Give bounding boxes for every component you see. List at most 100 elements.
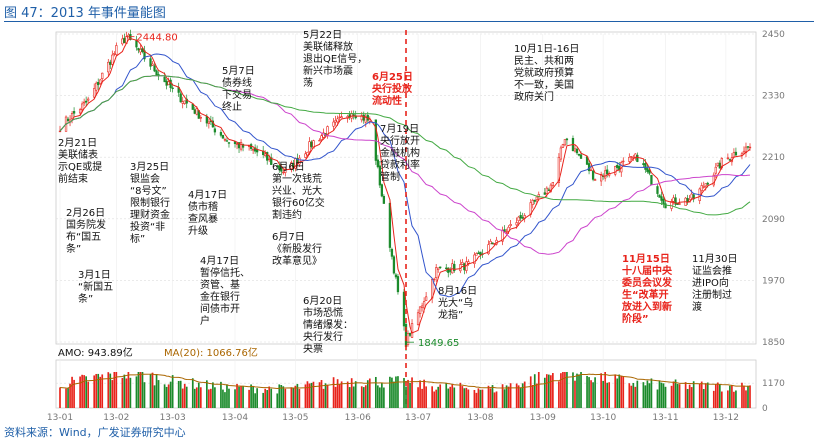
volume-bar-32: [152, 373, 154, 408]
y-tick-label-2: 2210: [762, 153, 785, 163]
annotation-ann-aug16: 8月16日 光大“乌 龙指”: [438, 286, 477, 322]
volume-bar-234: [719, 384, 721, 408]
volume-bar-44: [184, 384, 186, 408]
volume-bar-39: [170, 382, 172, 408]
volume-bar-129: [423, 380, 425, 408]
candle-body-184: [578, 154, 580, 155]
volume-bar-197: [616, 379, 618, 408]
candle-body-152: [490, 241, 492, 244]
volume-bar-21: [122, 378, 124, 408]
volume-bar-135: [439, 384, 441, 408]
volume-bar-139: [451, 384, 453, 408]
candle-body-15: [101, 73, 103, 79]
candle-body-115: [383, 196, 385, 203]
candle-body-215: [665, 204, 667, 208]
candle-body-33: [154, 66, 156, 71]
volume-bar-51: [206, 380, 208, 408]
candle-body-9: [85, 101, 87, 102]
candle-body-133: [435, 268, 437, 278]
x-tick-label-1: 13-02: [103, 413, 129, 423]
candle-body-135: [439, 267, 441, 268]
volume-bar-195: [608, 382, 610, 408]
volume-bar-242: [743, 386, 745, 408]
candle-body-132: [433, 279, 435, 280]
candle-body-86: [305, 154, 307, 158]
candle-body-128: [421, 306, 423, 308]
volume-bar-143: [464, 388, 466, 408]
volume-bar-223: [689, 385, 691, 408]
volume-bar-161: [516, 384, 518, 408]
candle-body-58: [224, 139, 226, 140]
candle-body-117: [391, 249, 393, 256]
candle-body-193: [604, 171, 606, 178]
candle-body-194: [606, 170, 608, 174]
candle-body-214: [663, 199, 665, 204]
volume-bar-225: [693, 381, 695, 408]
candle-body-222: [687, 198, 689, 201]
volume-bar-59: [226, 384, 228, 408]
volume-bar-165: [524, 382, 526, 408]
candle-body-229: [705, 184, 707, 186]
candle-body-21: [122, 39, 124, 44]
volume-bar-46: [192, 378, 194, 408]
volume-bar-151: [488, 386, 490, 408]
volume-bar-85: [299, 389, 301, 408]
candle-body-32: [152, 64, 154, 65]
volume-bar-108: [365, 385, 367, 408]
volume-bar-100: [341, 381, 343, 408]
volume-bar-237: [729, 386, 731, 408]
volume-bar-52: [208, 389, 210, 408]
volume-bar-50: [200, 387, 202, 408]
x-tick-label-9: 13-10: [590, 413, 616, 423]
source-note: 资料来源：Wind，广发证券研究中心: [4, 424, 186, 440]
volume-bar-97: [335, 387, 337, 408]
amo-tick-label-1: 0: [762, 404, 768, 414]
volume-bar-184: [578, 374, 580, 408]
volume-bar-65: [242, 386, 244, 408]
candle-body-237: [729, 159, 731, 160]
candle-body-64: [240, 142, 242, 149]
volume-bar-230: [707, 383, 709, 408]
volume-bar-138: [449, 387, 451, 408]
volume-bar-115: [383, 387, 385, 408]
candle-body-121: [403, 292, 405, 326]
annotation-ann-nov30: 11月30日 证监会推 进IPO向 注册制过 渡: [692, 254, 737, 314]
candle-body-180: [566, 139, 568, 140]
candle-body-211: [657, 187, 659, 194]
y-tick-label-0: 2450: [762, 30, 785, 40]
volume-bar-80: [284, 389, 286, 408]
volume-bar-4: [71, 377, 73, 408]
volume-bar-61: [234, 389, 236, 408]
candle-body-153: [492, 243, 494, 244]
volume-ma-line: [60, 374, 750, 389]
volume-bar-147: [476, 393, 478, 408]
volume-bar-132: [433, 392, 435, 408]
volume-bar-178: [562, 372, 564, 408]
candle-body-127: [419, 307, 421, 314]
volume-bar-213: [661, 383, 663, 408]
candle-body-97: [335, 120, 337, 122]
volume-bar-222: [687, 389, 689, 408]
volume-bar-168: [534, 374, 536, 408]
volume-bar-56: [220, 382, 222, 408]
candle-body-19: [113, 53, 115, 54]
candle-body-183: [576, 149, 578, 153]
low-label: 1849.65: [418, 338, 459, 349]
annotation-ann-feb21: 2月21日 美联储表 示QE或提 前结束: [58, 138, 102, 186]
volume-bar-55: [214, 387, 216, 408]
candle-body-31: [150, 59, 152, 67]
candle-body-98: [337, 119, 339, 122]
candle-body-148: [478, 253, 480, 254]
volume-bar-152: [490, 388, 492, 408]
volume-bar-240: [735, 390, 737, 408]
candle-body-178: [562, 145, 564, 148]
volume-bar-228: [703, 389, 705, 408]
candle-body-17: [109, 62, 111, 64]
candle-body-99: [339, 117, 341, 118]
candle-body-173: [548, 190, 550, 191]
volume-bar-186: [586, 376, 588, 408]
candle-body-91: [319, 140, 321, 141]
candle-body-10: [87, 99, 89, 100]
volume-bar-126: [417, 387, 419, 408]
candle-body-92: [321, 136, 323, 140]
